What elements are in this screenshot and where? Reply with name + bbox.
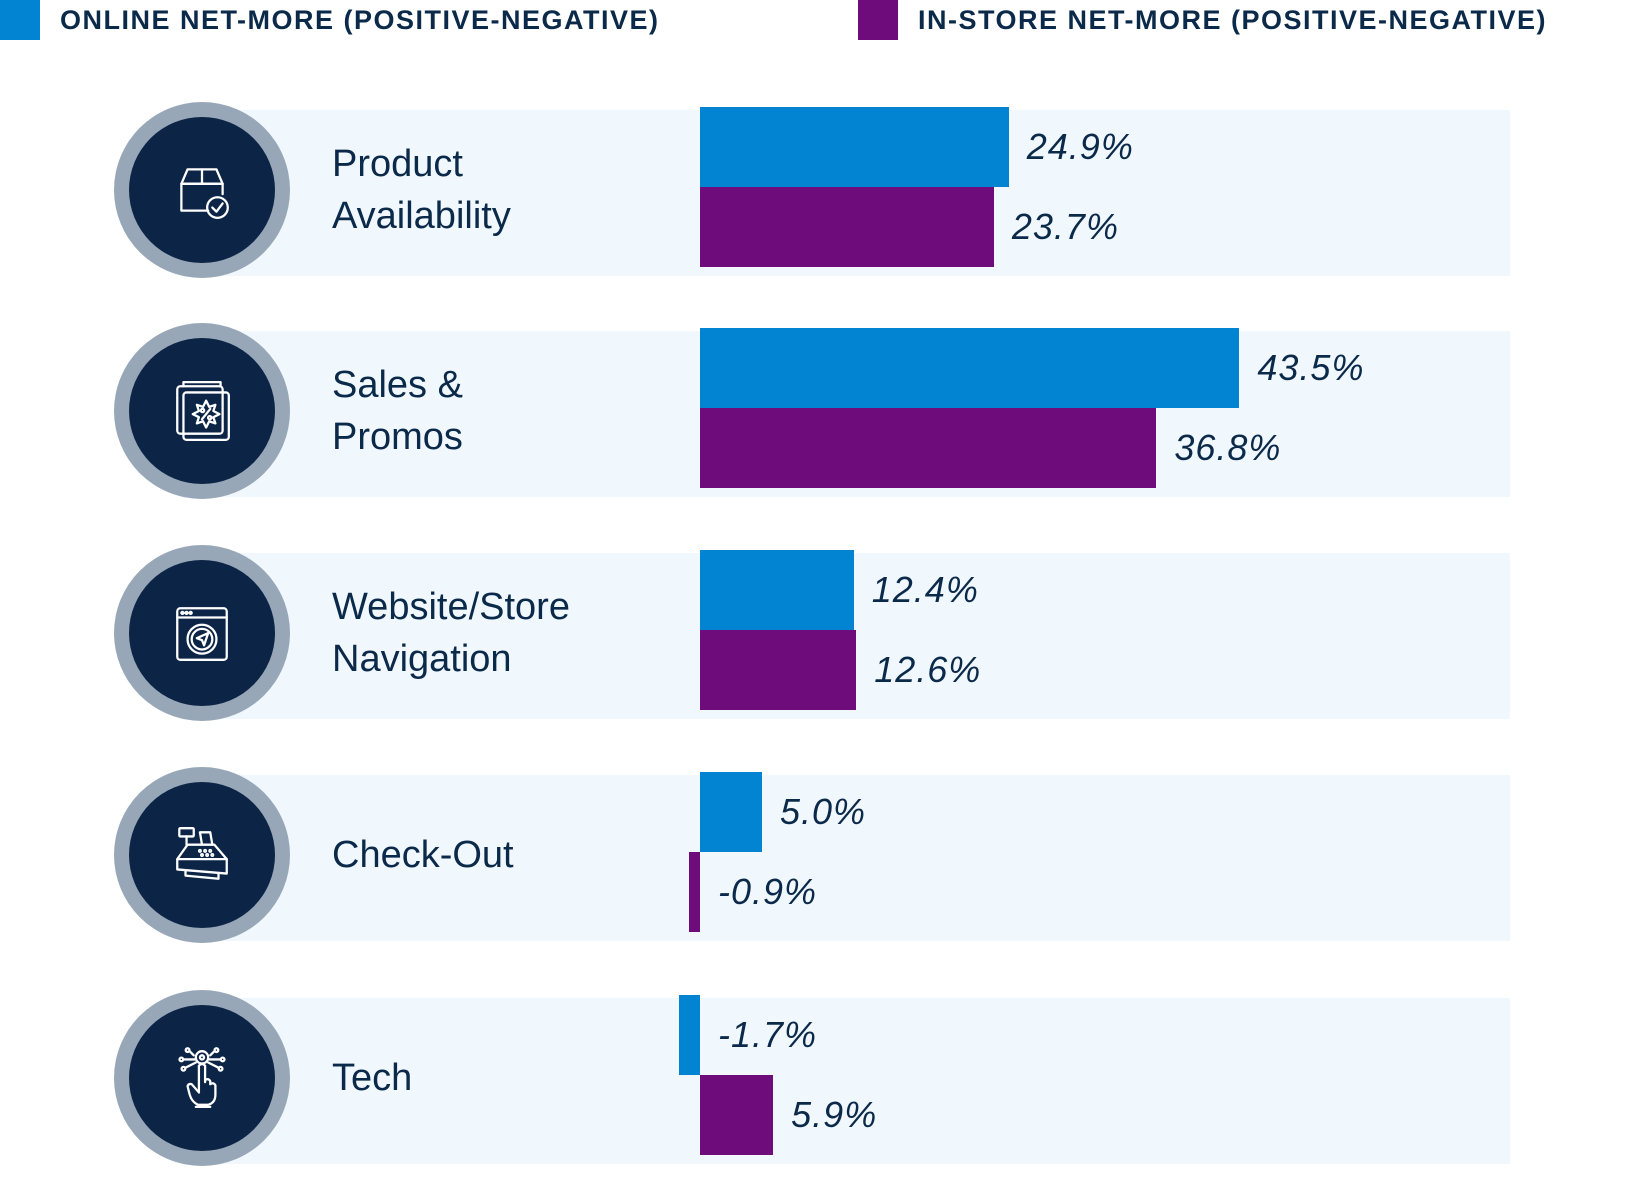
row-background bbox=[200, 775, 1510, 941]
online-bar bbox=[700, 107, 1009, 187]
legend-label-instore: IN-STORE NET-MORE (POSITIVE-NEGATIVE) bbox=[918, 4, 1548, 35]
browser-navigation-icon bbox=[176, 607, 228, 661]
category-badge bbox=[114, 767, 290, 943]
instore-value-label: 23.7% bbox=[1011, 206, 1119, 247]
category-label-line1: Sales & bbox=[332, 364, 463, 406]
online-value-label: 43.5% bbox=[1257, 347, 1365, 388]
category-badge bbox=[114, 102, 290, 278]
legend-swatch-online bbox=[0, 0, 40, 40]
category-row: Check-Out 5.0% -0.9% bbox=[0, 767, 1625, 943]
category-row: Sales & Promos 43.5% 36.8% bbox=[0, 323, 1625, 499]
instore-value-label: 12.6% bbox=[874, 649, 982, 690]
legend-label-online: ONLINE NET-MORE (POSITIVE-NEGATIVE) bbox=[60, 4, 660, 35]
category-label-line1: Website/Store bbox=[332, 586, 570, 628]
legend-item-online: ONLINE NET-MORE (POSITIVE-NEGATIVE) bbox=[0, 0, 660, 40]
instore-bar bbox=[700, 408, 1157, 488]
category-label: Website/Store Navigation bbox=[332, 545, 692, 721]
category-label-line2: Availability bbox=[332, 195, 511, 237]
category-label: Tech bbox=[332, 990, 692, 1166]
row-background bbox=[200, 998, 1510, 1164]
category-row: Product Availability 24.9% 23.7% bbox=[0, 102, 1625, 278]
legend: ONLINE NET-MORE (POSITIVE-NEGATIVE) IN-S… bbox=[0, 0, 1625, 44]
online-bar bbox=[700, 550, 854, 630]
discount-tag-icon bbox=[176, 380, 230, 442]
tech-hand-icon bbox=[178, 1047, 226, 1109]
instore-value-label: 5.9% bbox=[791, 1094, 878, 1135]
online-bar bbox=[700, 328, 1240, 408]
category-badge bbox=[114, 990, 290, 1166]
category-row: Tech -1.7% 5.9% bbox=[0, 990, 1625, 1166]
instore-bar bbox=[700, 630, 857, 710]
legend-item-instore: IN-STORE NET-MORE (POSITIVE-NEGATIVE) bbox=[858, 0, 1547, 40]
category-label-line2: Promos bbox=[332, 416, 463, 458]
category-label-line1: Check-Out bbox=[332, 834, 514, 876]
online-value-label: -1.7% bbox=[718, 1014, 818, 1055]
box-check-icon bbox=[180, 168, 229, 219]
instore-value-label: 36.8% bbox=[1174, 427, 1282, 468]
category-label: Product Availability bbox=[332, 102, 692, 278]
category-label-line1: Product bbox=[332, 143, 463, 185]
online-bar bbox=[678, 995, 700, 1075]
online-value-label: 24.9% bbox=[1026, 126, 1134, 167]
legend-swatch-instore bbox=[858, 0, 898, 40]
category-badge bbox=[114, 545, 290, 721]
category-label-line1: Tech bbox=[332, 1057, 413, 1099]
instore-bar bbox=[700, 187, 994, 267]
online-bar bbox=[700, 772, 762, 852]
category-label-line2: Navigation bbox=[332, 638, 512, 680]
instore-bar bbox=[688, 852, 700, 932]
online-value-label: 5.0% bbox=[780, 791, 867, 832]
category-row: Website/Store Navigation 12.4% 12.6% bbox=[0, 545, 1625, 721]
category-badge bbox=[114, 323, 290, 499]
category-label: Check-Out bbox=[332, 767, 692, 943]
category-label: Sales & Promos bbox=[332, 323, 692, 499]
instore-bar bbox=[700, 1075, 774, 1155]
instore-value-label: -0.9% bbox=[718, 871, 818, 912]
cash-register-icon bbox=[176, 827, 228, 880]
online-value-label: 12.4% bbox=[871, 569, 979, 610]
